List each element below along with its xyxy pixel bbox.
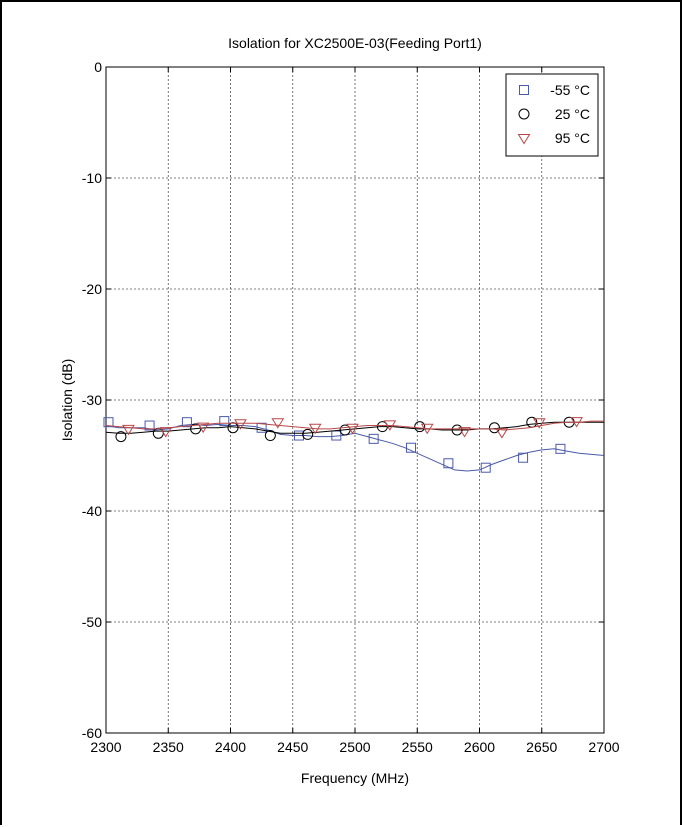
y-tick-label: -50 <box>82 614 102 630</box>
series-marker <box>234 419 247 430</box>
legend-marker <box>519 85 529 95</box>
y-tick-label: -10 <box>82 170 102 186</box>
series-marker <box>451 424 463 436</box>
series-marker <box>414 421 426 433</box>
legend-item: -55 °C <box>519 82 590 98</box>
y-tick-label: 0 <box>94 59 102 75</box>
x-tick-label: 2300 <box>90 739 121 755</box>
series-marker <box>308 423 322 435</box>
y-tick-label: -40 <box>82 503 102 519</box>
legend-label: 95 °C <box>555 130 590 146</box>
series-marker <box>458 427 471 438</box>
legend-label: -55 °C <box>550 82 590 98</box>
x-tick-label: 2350 <box>153 739 184 755</box>
legend: -55 °C 25 °C 95 °C <box>505 73 599 157</box>
x-tick-label: 2550 <box>402 739 433 755</box>
series-line <box>105 420 604 431</box>
series-marker <box>227 422 239 434</box>
x-axis: 2300 2350 2400 2450 2500 2550 2600 2650 2700 <box>90 67 620 755</box>
legend-item: 25 °C <box>518 106 590 122</box>
series-marker <box>495 428 509 439</box>
x-tick-label: 2600 <box>464 739 495 755</box>
series-marker <box>570 417 584 428</box>
x-tick-label: 2500 <box>339 739 370 755</box>
series-marker <box>264 430 276 442</box>
series-marker <box>488 422 500 434</box>
series-marker <box>518 452 529 463</box>
legend-marker <box>518 108 530 120</box>
series-marker <box>420 423 434 435</box>
series-marker <box>368 433 379 444</box>
x-tick-label: 2700 <box>588 739 619 755</box>
x-tick-label: 2650 <box>526 739 557 755</box>
series-marker <box>144 420 155 431</box>
y-tick-label: -20 <box>82 281 102 297</box>
series-marker <box>219 416 230 427</box>
series-marker <box>383 420 397 431</box>
series-marker <box>103 417 114 428</box>
y-tick-label: -60 <box>82 725 102 741</box>
legend-box <box>505 73 599 157</box>
x-tick-label: 2400 <box>215 739 246 755</box>
chart-title: Isolation for XC2500E-03(Feeding Port1) <box>228 35 482 51</box>
series-marker <box>196 422 210 434</box>
series-marker <box>480 462 491 473</box>
series-marker <box>115 431 127 443</box>
series-marker <box>443 458 454 469</box>
series-marker <box>302 428 314 440</box>
series-marker <box>555 443 566 454</box>
series-marker <box>122 424 135 436</box>
legend-label: 25 °C <box>555 106 590 122</box>
series-line <box>105 423 605 472</box>
legend-item: 95 °C <box>517 130 590 146</box>
series-marker <box>406 442 417 453</box>
series-3 <box>105 417 604 439</box>
y-axis-label: Isolation (dB) <box>59 359 75 441</box>
series-marker <box>532 418 546 429</box>
legend-marker <box>517 134 531 145</box>
series-marker <box>346 423 359 435</box>
series-marker <box>256 422 267 433</box>
y-axis: 0 -10 -20 -30 -40 -50 -60 <box>82 59 604 741</box>
series-marker <box>181 417 192 428</box>
series-layer <box>103 416 605 473</box>
series-marker <box>159 427 173 438</box>
y-tick-label: -30 <box>82 392 102 408</box>
x-axis-label: Frequency (MHz) <box>301 770 409 786</box>
series-marker <box>293 430 304 441</box>
grid <box>106 67 604 733</box>
x-tick-label: 2450 <box>277 739 308 755</box>
series-marker <box>271 418 285 429</box>
